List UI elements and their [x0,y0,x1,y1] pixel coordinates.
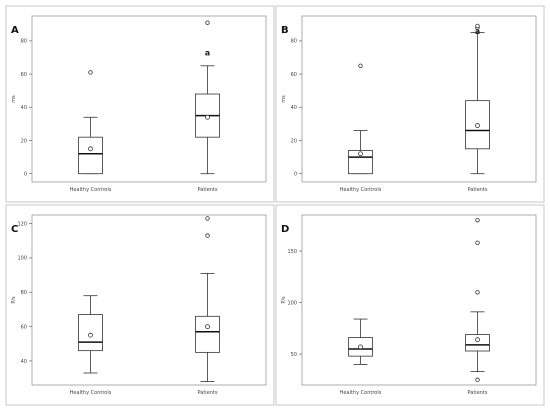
x-category-label: Patients [467,390,487,396]
outlier-point [475,217,480,223]
y-tick-label: 100 [17,256,27,262]
y-tick-label: 40 [21,105,27,111]
y-tick-label: 150 [287,249,297,255]
plot-area [301,15,537,183]
y-axis-label: ms [11,95,17,103]
mean-marker [205,114,210,120]
y-tick-label: 40 [21,359,27,365]
panel-b: B 0 20 40 60 80 ms Healthy Controls Patients a [275,5,545,203]
iqr-box [195,315,220,353]
panel-frame [5,5,275,203]
outlier-point [205,233,210,238]
plot-area [301,214,537,386]
panel-letter: C [11,224,18,235]
y-tick-label: 20 [291,138,297,144]
y-axis-label: ms [281,95,287,103]
x-category-label: Patients [197,187,217,193]
y-tick-label: 120 [17,221,27,227]
y-axis-label: P/s [11,296,17,304]
outlier-point [205,216,210,221]
plot-area [31,214,267,386]
y-tick-label: 80 [21,290,27,296]
iqr-box [78,314,103,352]
panel-c: C 40 60 80 100 120 P/s Healthy Controls Patients [5,204,275,406]
mean-marker [88,146,93,152]
panel-letter: B [281,25,289,36]
y-tick-label: 20 [21,138,27,144]
x-category-label: Healthy Controls [70,390,112,396]
y-tick-label: 50 [291,352,297,358]
x-category-label: Patients [197,390,217,396]
y-tick-label: 80 [21,39,27,45]
plot-area [31,15,267,183]
panel-frame [275,204,545,406]
significance-annotation: a [475,27,480,36]
x-category-label: Healthy Controls [340,390,382,396]
x-category-label: Patients [467,187,487,193]
box-healthy-controls [348,318,373,365]
mean-marker [358,344,363,350]
box-patients [465,23,490,175]
box-patients [195,20,220,175]
panel-a: A 0 20 40 60 80 ms Healthy Controls Patients a [5,5,275,203]
outlier-point [205,20,210,25]
y-tick-label: 60 [291,72,297,78]
box-healthy-controls [78,70,103,175]
mean-marker [358,151,363,157]
panel-letter: A [11,25,19,36]
panel-frame [5,204,275,406]
mean-marker [475,123,480,128]
x-category-label: Healthy Controls [340,187,382,193]
outlier-point [475,290,480,295]
y-tick-label: 60 [21,72,27,78]
x-category-label: Healthy Controls [70,187,112,193]
mean-marker [88,332,93,338]
outlier-point [358,63,363,68]
y-tick-label: 100 [287,300,297,306]
significance-annotation: a [205,49,210,58]
y-tick-label: 0 [294,172,297,178]
box-healthy-controls [78,295,103,374]
iqr-box [348,150,373,175]
panel-d: D 50 100 150 P/s Healthy Controls Patients [275,204,545,406]
iqr-box [465,334,490,352]
panel-frame [275,5,545,203]
y-tick-label: 80 [291,39,297,45]
y-tick-label: 0 [24,172,27,178]
mean-marker [475,337,480,343]
outlier-point [475,240,480,246]
y-tick-label: 60 [21,324,27,330]
outlier-point [475,23,480,29]
box-patients [465,217,490,383]
outlier-point [88,70,93,75]
iqr-box [78,136,103,175]
mean-marker [205,324,210,330]
y-tick-label: 40 [291,105,297,111]
y-axis-label: P/s [281,296,287,304]
box-patients [195,216,220,382]
box-healthy-controls [348,63,373,175]
outlier-point [475,377,480,383]
panel-letter: D [281,224,289,235]
